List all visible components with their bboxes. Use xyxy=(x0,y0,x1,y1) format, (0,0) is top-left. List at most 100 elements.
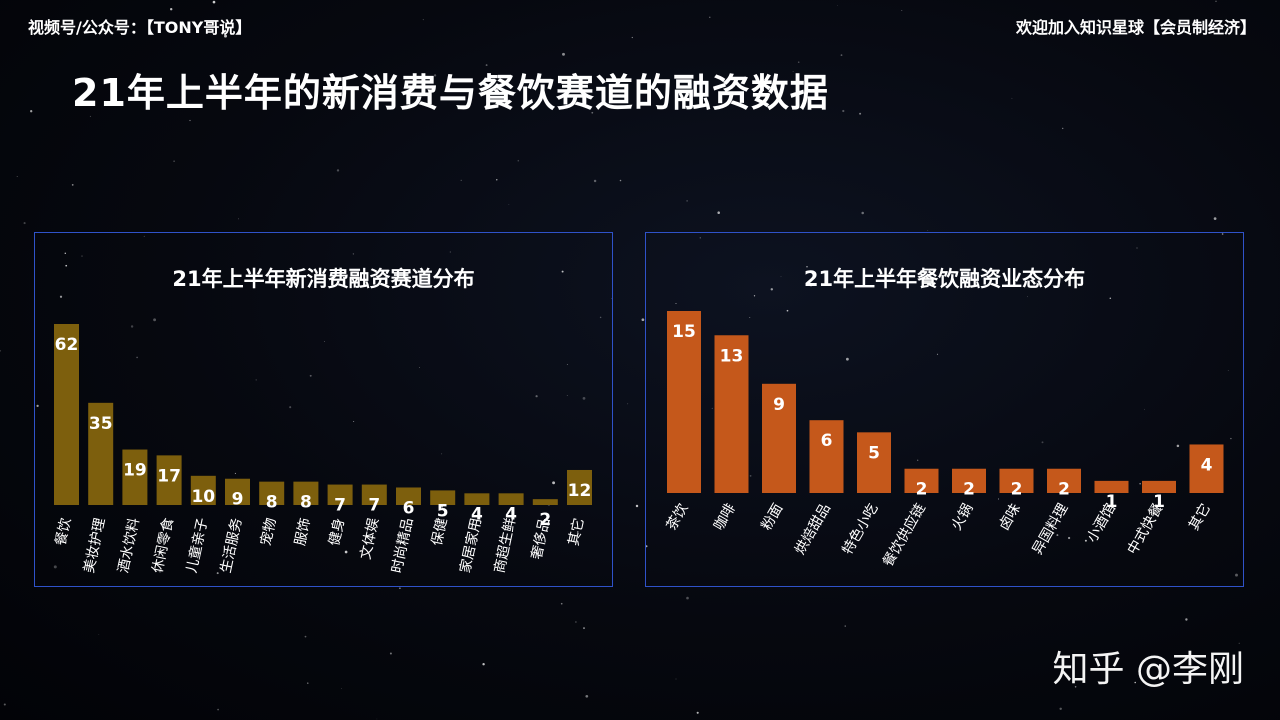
star xyxy=(797,61,800,63)
bar xyxy=(54,324,79,505)
bar-value-label: 2 xyxy=(539,510,551,530)
category-label: 休闲零食 xyxy=(149,516,177,574)
star xyxy=(71,184,74,186)
star xyxy=(98,634,100,635)
star xyxy=(255,379,257,381)
star xyxy=(699,237,701,239)
star xyxy=(1185,618,1188,621)
bar-value-label: 6 xyxy=(821,431,833,451)
bar xyxy=(361,484,387,505)
star xyxy=(627,403,629,405)
bar-value-label: 2 xyxy=(916,480,928,500)
star xyxy=(770,288,774,291)
star xyxy=(582,397,586,400)
category-label: 烘焙甜品 xyxy=(792,501,834,557)
bar-value-label: 2 xyxy=(963,480,975,500)
star xyxy=(1027,296,1028,298)
star xyxy=(496,179,498,181)
bar xyxy=(327,484,353,505)
bar-value-label: 17 xyxy=(157,466,181,486)
star xyxy=(158,569,162,573)
bar xyxy=(762,383,796,493)
star xyxy=(635,504,639,508)
star xyxy=(591,111,594,114)
star xyxy=(901,10,903,11)
star xyxy=(1144,408,1145,410)
star xyxy=(1011,97,1013,99)
bar xyxy=(714,335,749,493)
star xyxy=(441,505,443,508)
knowledge-planet-label: 欢迎加入知识星球【会员制经济】 xyxy=(1015,18,1256,37)
bar-value-label: 1 xyxy=(1106,492,1118,512)
star xyxy=(619,179,622,182)
star xyxy=(1056,534,1059,537)
star xyxy=(552,481,556,485)
star xyxy=(309,374,312,377)
star xyxy=(593,179,597,183)
star xyxy=(130,325,134,328)
star xyxy=(1139,483,1141,485)
star xyxy=(761,102,764,105)
category-label: 美妆护理 xyxy=(81,517,108,575)
category-label: 餐饮 xyxy=(53,517,74,548)
bar-value-label: 4 xyxy=(505,504,517,524)
bar xyxy=(156,455,182,505)
star xyxy=(809,284,813,287)
star xyxy=(136,356,138,359)
star xyxy=(1213,217,1217,220)
bar xyxy=(809,420,844,493)
star xyxy=(344,550,348,554)
bar-value-label: 5 xyxy=(868,443,880,463)
category-label: 文体娱 xyxy=(358,517,382,561)
star xyxy=(599,316,602,319)
star xyxy=(631,36,633,39)
bar-value-label: 12 xyxy=(568,481,592,501)
star xyxy=(1227,370,1229,371)
star xyxy=(433,74,437,77)
page-title: 21年上半年的新消费与餐饮赛道的融资数据 xyxy=(72,71,829,115)
category-label: 儿童亲子 xyxy=(183,516,211,574)
bar-value-label: 8 xyxy=(300,493,312,513)
star xyxy=(485,64,488,67)
bar xyxy=(225,478,250,505)
star xyxy=(1215,0,1217,2)
star xyxy=(566,364,568,365)
category-label: 时尚精品 xyxy=(389,517,416,575)
bar xyxy=(88,402,114,505)
star xyxy=(3,703,6,706)
star xyxy=(844,625,846,627)
bar xyxy=(857,432,891,493)
star xyxy=(189,119,191,122)
bar xyxy=(1047,468,1081,493)
bar xyxy=(430,490,456,505)
star xyxy=(384,276,388,280)
star xyxy=(840,54,843,56)
star xyxy=(336,169,340,172)
bar-value-label: 1 xyxy=(1153,492,1165,512)
category-label: 奢侈品 xyxy=(529,517,553,561)
star xyxy=(1084,539,1087,542)
category-label: 其它 xyxy=(565,516,587,547)
star xyxy=(289,406,292,409)
star xyxy=(861,211,864,215)
star xyxy=(422,19,424,21)
star xyxy=(53,565,57,569)
star xyxy=(917,459,919,461)
star xyxy=(562,52,565,56)
star xyxy=(1136,247,1138,249)
star xyxy=(216,572,219,575)
star xyxy=(753,295,756,297)
star xyxy=(30,110,33,113)
bar-value-label: 15 xyxy=(672,322,696,342)
star xyxy=(23,222,26,225)
bar-value-label: 10 xyxy=(191,487,215,507)
dining-chart-panel: 21年上半年餐饮融资业态分布 15 茶饮 13 咖啡 9 粉面 6 烘焙甜品 5 特色小吃 2 餐饮供… xyxy=(645,232,1244,587)
bar xyxy=(190,475,216,505)
bar xyxy=(952,468,986,493)
star xyxy=(696,711,699,714)
star xyxy=(686,596,689,600)
star xyxy=(212,0,216,4)
star xyxy=(806,266,808,268)
category-label: 酒水饮料 xyxy=(116,517,143,575)
star xyxy=(749,475,752,477)
